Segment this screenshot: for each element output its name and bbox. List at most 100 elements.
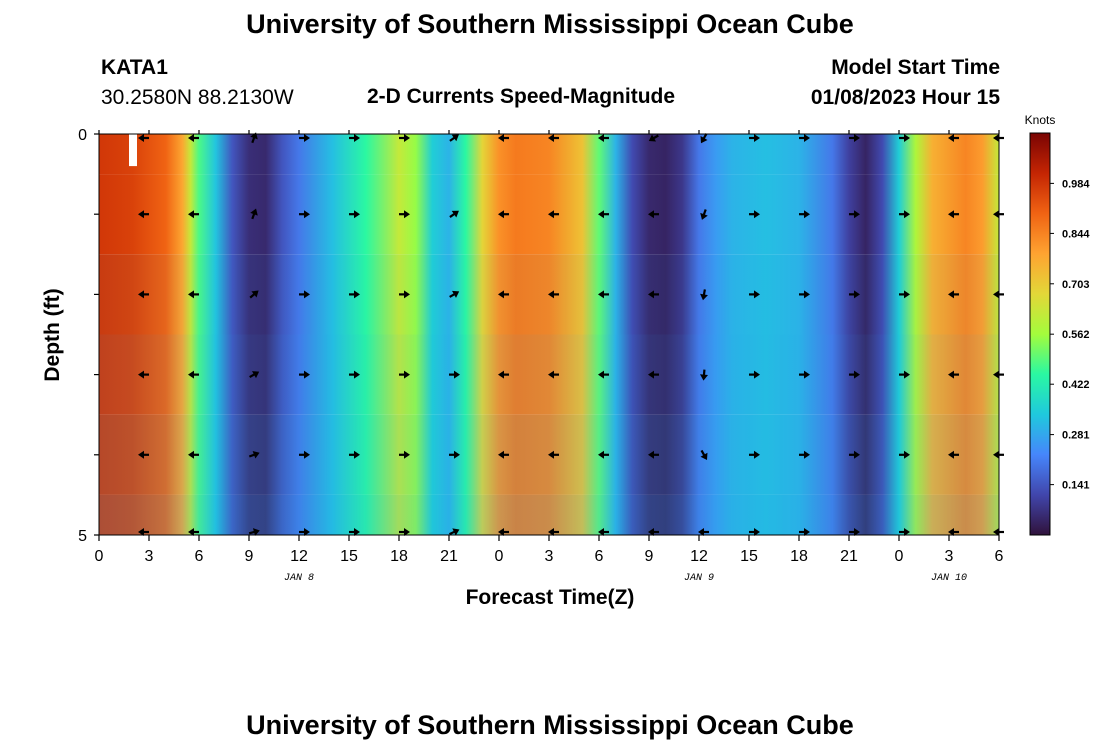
arrow-head xyxy=(404,210,410,219)
arrow-head xyxy=(993,210,999,219)
current-arrow xyxy=(700,369,708,381)
current-arrow xyxy=(648,528,659,536)
arrow-head xyxy=(700,452,708,460)
current-arrow xyxy=(349,528,360,536)
current-arrow xyxy=(598,450,609,459)
x-tick-label: 12 xyxy=(290,548,308,565)
current-arrow xyxy=(349,370,360,379)
arrow-head xyxy=(948,134,954,142)
heatmap-layer xyxy=(99,134,999,535)
arrow-head xyxy=(548,450,554,459)
arrow-head xyxy=(498,210,504,219)
current-arrow xyxy=(548,290,559,299)
current-arrow xyxy=(899,134,910,142)
arrow-head xyxy=(354,134,360,142)
current-arrow xyxy=(349,450,360,459)
x-tick-label: 6 xyxy=(995,548,1004,565)
current-arrow xyxy=(749,210,760,219)
arrow-head xyxy=(188,210,194,219)
arrow-head xyxy=(854,528,860,536)
arrow-head xyxy=(598,210,604,219)
x-tick-label: 12 xyxy=(690,548,708,565)
current-arrow xyxy=(548,450,559,459)
arrow-head xyxy=(904,210,910,219)
x-tick-label: 9 xyxy=(645,548,654,565)
current-arrow xyxy=(749,290,760,299)
arrow-head xyxy=(304,528,310,536)
page-title: University of Southern Mississippi Ocean… xyxy=(246,9,854,39)
arrow-head xyxy=(804,370,810,379)
current-arrow xyxy=(700,289,708,301)
arrow-head xyxy=(598,450,604,459)
arrow-head xyxy=(454,370,460,379)
arrow-head xyxy=(304,370,310,379)
x-tick-label: 0 xyxy=(95,548,104,565)
arrow-head xyxy=(188,450,194,459)
arrow-head xyxy=(252,371,260,379)
current-arrow xyxy=(698,528,709,536)
current-arrow xyxy=(498,450,509,459)
x-tick-label: 15 xyxy=(340,548,358,565)
current-arrow xyxy=(700,449,708,460)
current-arrow xyxy=(249,371,260,379)
arrow-head xyxy=(451,210,459,218)
current-arrow xyxy=(548,528,559,536)
current-arrow xyxy=(188,290,199,299)
arrow-head xyxy=(948,210,954,219)
current-arrow xyxy=(648,210,659,219)
heatmap-band xyxy=(99,494,999,535)
arrow-head xyxy=(252,528,260,536)
current-arrow xyxy=(700,133,708,144)
arrow-head xyxy=(648,290,654,299)
arrow-head xyxy=(548,528,554,536)
arrow-head xyxy=(804,290,810,299)
current-arrow xyxy=(399,450,410,459)
arrow-head xyxy=(754,290,760,299)
x-tick-label: 21 xyxy=(840,548,858,565)
arrow-head xyxy=(138,134,144,142)
current-arrow xyxy=(899,290,910,299)
current-arrow xyxy=(498,370,509,379)
arrow-head xyxy=(993,370,999,379)
colorbar-tick-label: 0.562 xyxy=(1062,329,1090,341)
x-tick-label: 18 xyxy=(790,548,808,565)
arrow-head xyxy=(854,370,860,379)
current-arrow xyxy=(899,210,910,219)
page-title-repeat: University of Southern Mississippi Ocean… xyxy=(246,710,854,740)
arrow-head xyxy=(451,134,459,142)
x-tick-label: 15 xyxy=(740,548,758,565)
arrow-head xyxy=(598,370,604,379)
colorbar-tick-label: 0.141 xyxy=(1062,480,1090,492)
current-arrow xyxy=(548,134,559,142)
current-arrow xyxy=(498,290,509,299)
current-arrow xyxy=(498,134,509,142)
current-arrow xyxy=(849,134,860,142)
arrow-head xyxy=(138,290,144,299)
current-arrow xyxy=(948,528,959,536)
arrow-head xyxy=(138,528,144,536)
current-arrow xyxy=(449,290,460,298)
colorbar-tick-label: 0.281 xyxy=(1062,430,1090,442)
current-arrow xyxy=(849,370,860,379)
current-arrow xyxy=(349,134,360,142)
arrow-head xyxy=(948,370,954,379)
current-arrow xyxy=(598,528,609,536)
current-arrow xyxy=(948,450,959,459)
arrow-head xyxy=(904,450,910,459)
colorbar-tick-label: 0.984 xyxy=(1062,178,1090,190)
arrow-head xyxy=(754,528,760,536)
arrow-head xyxy=(548,370,554,379)
current-arrow xyxy=(138,450,149,459)
current-arrow xyxy=(188,370,199,379)
current-arrow xyxy=(749,370,760,379)
current-arrow xyxy=(399,134,410,142)
x-axis-title: Forecast Time(Z) xyxy=(466,586,635,609)
axis-layer: 0 3 6 9 12 15 18 21 0 3 6 9 12 15 18 21 0 3 6 JAN 8 JAN 9 JAN… xyxy=(78,127,1003,584)
arrow-head xyxy=(948,450,954,459)
x-tick-label: 6 xyxy=(195,548,204,565)
arrow-head xyxy=(854,210,860,219)
arrow-head xyxy=(404,370,410,379)
arrow-head xyxy=(754,210,760,219)
current-arrow xyxy=(138,134,149,142)
arrow-head xyxy=(498,450,504,459)
